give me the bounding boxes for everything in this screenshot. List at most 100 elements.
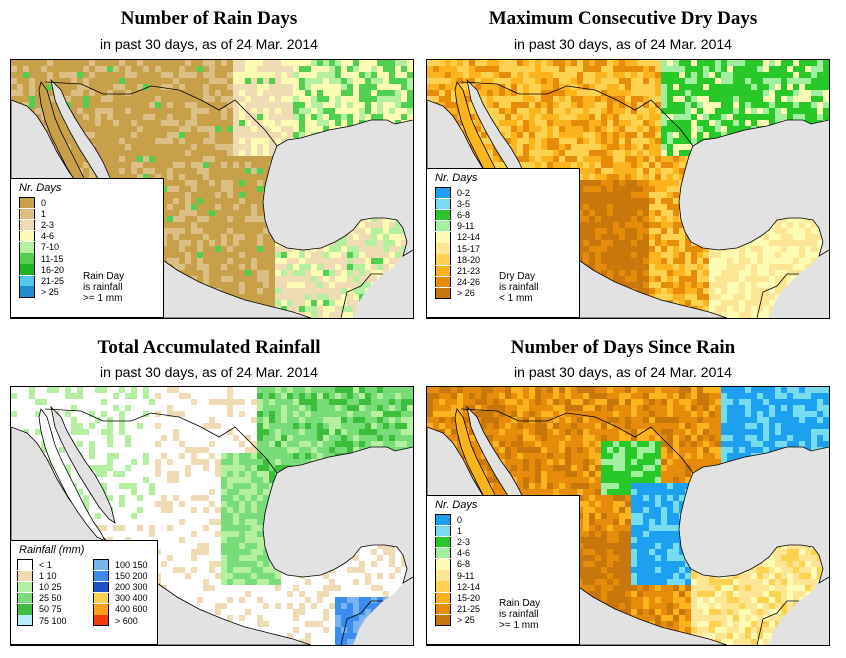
legend-note-line: Rain Day (83, 271, 125, 282)
legend-item: 7-10 (19, 242, 163, 253)
legend-label: > 600 (115, 615, 138, 626)
guatemala-border (340, 273, 383, 318)
legend-swatch (435, 198, 451, 210)
legend-item: 21-23 (435, 265, 579, 277)
legend-swatch (19, 264, 35, 275)
legend-label: 2-3 (457, 536, 471, 547)
legend-label: 15-20 (457, 592, 481, 603)
legend-swatch (435, 254, 451, 265)
legend-note-line: >= 1 mm (499, 620, 539, 631)
legend-label: 7-10 (41, 242, 60, 253)
legend-label: 1 (41, 208, 47, 219)
panel-subtitle-rain-days: in past 30 days, as of 24 Mar. 2014 (100, 36, 318, 52)
legend-swatch (435, 209, 451, 221)
legend-item: 24-26 (435, 276, 579, 288)
legend-swatch (435, 570, 451, 581)
legend-item: 9-11 (435, 220, 579, 232)
legend-swatch (93, 581, 109, 593)
legend-item: 400 600 (93, 604, 163, 615)
panel-subtitle-dry-days: in past 30 days, as of 24 Mar. 2014 (514, 36, 732, 52)
legend-swatch (19, 286, 35, 298)
legend-item: 200 300 (93, 581, 163, 593)
legend-label: 21-25 (457, 604, 481, 615)
legend-swatch (17, 614, 33, 627)
legend-item: 0 (435, 513, 579, 526)
legend-swatch (435, 220, 451, 232)
legend-label: 75 100 (39, 615, 67, 626)
legend-column: 100 150 150 200 200 300 300 400 400 600 > 600 (93, 558, 163, 627)
us-mexico-border (460, 81, 694, 147)
legend-swatch (435, 243, 451, 254)
legend-title: Rainfall (mm) (19, 544, 85, 556)
legend-title: Nr. Days (435, 172, 478, 184)
legend-swatch (19, 196, 35, 209)
gulf-coastline (678, 446, 829, 584)
legend-note: Dry Day is rainfall < 1 mm (499, 271, 538, 304)
legend-swatch (435, 559, 451, 570)
legend-swatch (17, 558, 33, 571)
legend-swatch (435, 547, 451, 559)
legend-label: 10 25 (39, 581, 62, 592)
legend-label: 18-20 (457, 254, 481, 265)
gulf-coastline (262, 119, 413, 257)
legend-swatch (435, 603, 451, 615)
legend-label: 50 75 (39, 604, 62, 615)
legend-title: Nr. Days (19, 182, 62, 194)
legend-item: 3-5 (435, 198, 579, 210)
legend-item: 4-6 (19, 230, 163, 242)
legend-label: 4-6 (457, 548, 471, 559)
panel-title-days-since-rain: Number of Days Since Rain (510, 337, 736, 358)
legend-label: 12-14 (457, 232, 481, 243)
panel-title-dry-days: Maximum Consecutive Dry Days (488, 8, 758, 29)
legend-note-line: is rainfall (83, 282, 123, 293)
legend-note: Rain Day is rainfall >= 1 mm (83, 271, 124, 304)
us-mexico-border (460, 408, 694, 474)
legend-swatch (435, 536, 451, 548)
us-mexico-border (44, 408, 278, 474)
legend-title: Nr. Days (435, 499, 478, 511)
legend-days-since-rain: Nr. Days 0 1 2-3 4-6 6-8 9-11 12-14 15-20 21-25 > … (426, 495, 580, 645)
legend-item: > 600 (93, 614, 163, 627)
legend-note-line: Dry Day (499, 271, 536, 282)
legend-rain-days: Nr. Days 0 1 2-3 4-6 7-10 11-15 16-20 21-25 > 25 R… (10, 178, 164, 318)
legend-swatch (19, 208, 35, 220)
legend-swatch (435, 232, 451, 243)
legend-swatch (435, 513, 451, 526)
legend-label: 1 (457, 525, 463, 536)
legend-swatch (435, 614, 451, 627)
legend-label: 0 (41, 197, 47, 208)
legend-item: 12-14 (435, 232, 579, 243)
panel-subtitle-total-rainfall: in past 30 days, as of 24 Mar. 2014 (100, 364, 318, 380)
legend-item: > 26 (435, 287, 579, 300)
legend-item: 300 400 (93, 592, 163, 604)
legend-item: 15-20 (435, 592, 579, 604)
legend-label: 16-20 (41, 264, 65, 275)
legend-label: 24-26 (457, 277, 481, 288)
legend-label: > 25 (41, 287, 59, 298)
legend-item: 2-3 (19, 219, 163, 231)
guatemala-border (340, 600, 383, 645)
legend-swatch (17, 604, 33, 615)
legend-item: 150 200 (93, 570, 163, 582)
legend-label: 15-17 (457, 243, 481, 254)
legend-swatch (19, 219, 35, 231)
legend-swatch (17, 570, 33, 582)
guatemala-border (756, 600, 799, 645)
legend-label: 1 10 (39, 570, 57, 581)
legend-swatch (93, 592, 109, 604)
legend-label: 200 300 (115, 581, 148, 592)
gulf-of-california (50, 405, 116, 524)
legend-label: 21-25 (41, 275, 65, 286)
legend-item: > 25 (435, 614, 579, 627)
legend-item: 0 (19, 196, 163, 209)
legend-label: 300 400 (115, 593, 148, 604)
legend-note: Rain Day is rainfall >= 1 mm (499, 598, 540, 631)
panel-title-total-rainfall: Total Accumulated Rainfall (97, 337, 321, 358)
legend-label: 9-11 (457, 570, 475, 581)
legend-item: 18-20 (435, 254, 579, 265)
legend-swatch (435, 276, 451, 288)
legend-label: > 26 (457, 288, 475, 299)
